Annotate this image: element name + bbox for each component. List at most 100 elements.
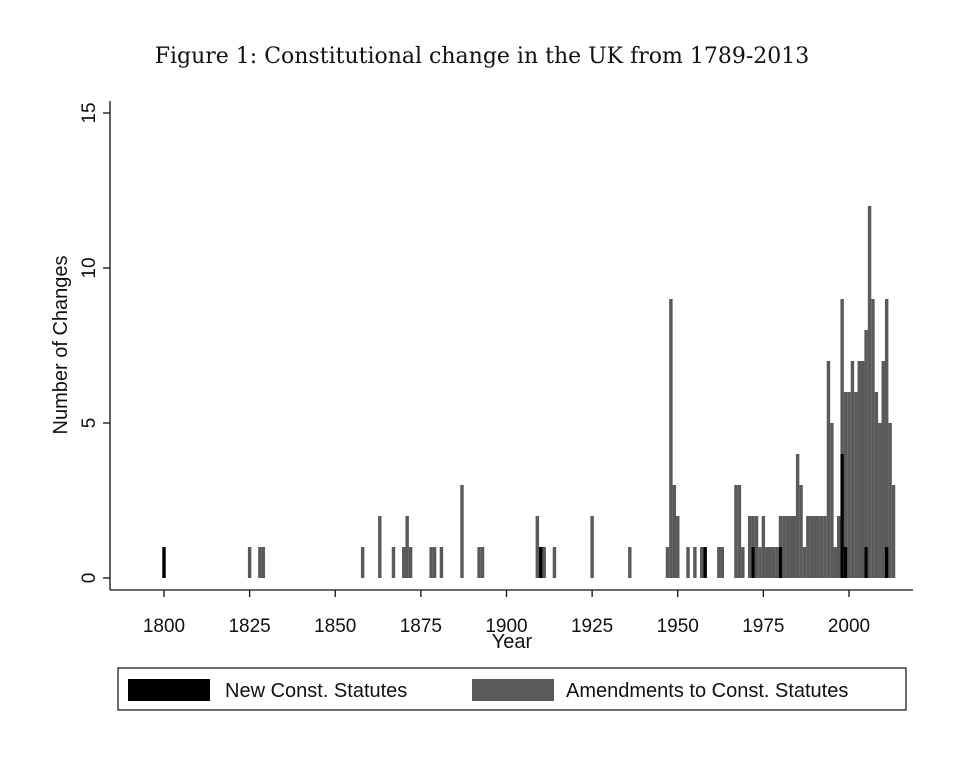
legend-label-new: New Const. Statutes [225,680,407,702]
bar-amendment-2013 [891,485,896,578]
bar-amendment-1963 [720,547,724,578]
bar-new-statute-1998 [840,454,844,578]
bar-amendment-2000 [847,392,851,578]
bar-new-statute-1980 [778,547,783,578]
legend-box [117,667,907,711]
bar-amendment-1980 [778,516,783,547]
bar-amendment-1914 [552,547,557,578]
y-tick-label-0: 0 [79,573,100,584]
bar-amendment-1953 [686,547,690,578]
bar-new-statute-1910 [539,547,543,578]
y-axis-title: Number of Changes [50,256,72,435]
legend-swatch-new [128,679,210,701]
bar-amendment-1872 [408,547,413,578]
bar-amendment-1989 [809,516,814,578]
bar-amendment-1871 [405,516,409,578]
bar-amendment-1986 [799,485,803,578]
bar-amendment-1829 [261,547,266,578]
bar-new-statute-1999 [843,547,848,578]
y-tick-label-15: 15 [79,102,100,123]
bar-amendment-1893 [480,547,485,578]
bar-amendment-1879 [432,547,437,578]
bar-amendment-1999 [843,392,848,547]
x-tick-label-1800: 1800 [143,616,185,637]
bar-amendment-2009 [878,423,882,578]
bar-amendment-1995 [830,423,834,578]
bar-amendment-1979 [775,547,779,578]
bar-amendment-1967 [734,485,738,578]
y-tick-label-5: 5 [79,418,100,429]
bar-amendment-1976 [765,547,769,578]
bar-amendment-1985 [795,454,800,578]
figure-title: Figure 1: Constitutional change in the U… [154,44,810,69]
bar-amendment-1973 [754,516,759,578]
bar-amendment-2001 [850,361,855,578]
x-tick-label-1950: 1950 [657,616,699,637]
bar-new-statute-1972 [751,547,755,578]
bar-amendment-1949 [672,485,677,578]
bar-amendment-1971 [747,516,752,578]
bar-amendment-1947 [665,547,670,578]
bar-amendment-1950 [676,516,680,578]
bar-amendment-1981 [782,516,786,578]
bar-amendment-2003 [857,361,861,578]
axes-layer: 0 5 10 15 1800 1825 1850 1875 1900 1925 1950 1975 20… [79,101,913,637]
bar-amendment-1858 [360,547,365,578]
bar-amendment-1911 [542,547,546,578]
legend: New Const. Statutes Amendments to Const.… [117,667,907,711]
bar-amendment-1991 [816,516,820,578]
bar-amendment-1996 [833,547,838,578]
bar-amendment-1990 [813,516,817,578]
bar-amendment-2011 [884,299,889,547]
bar-amendment-1982 [785,516,790,578]
x-tick-label-1825: 1825 [228,616,270,637]
bar-amendment-1957 [700,547,704,578]
y-tick-label-10: 10 [79,257,100,278]
bar-amendment-2008 [874,392,879,578]
bar-amendment-2002 [854,392,858,578]
bar-amendment-2004 [860,361,865,578]
bar-amendment-1936 [628,547,632,578]
bar-amendment-1983 [789,516,793,578]
bar-amendment-1828 [258,547,262,578]
x-axis-title: Year [492,631,533,653]
bar-amendment-1974 [758,547,762,578]
bar-amendment-1878 [429,547,433,578]
x-tick-label-1875: 1875 [400,616,442,637]
bar-amendment-1887 [460,485,464,578]
bar-amendment-1955 [693,547,697,578]
bar-amendment-1987 [802,547,807,578]
x-tick-label-1925: 1925 [571,616,613,637]
bars-layer [162,206,896,578]
bar-amendment-1968 [737,485,742,578]
x-tick-label-1850: 1850 [314,616,356,637]
bar-amendment-1962 [717,547,721,578]
bar-amendment-2012 [888,423,892,578]
bar-amendment-1881 [439,547,444,578]
bar-amendment-1992 [819,516,824,578]
x-tick-label-1975: 1975 [742,616,784,637]
bar-amendment-2007 [871,299,875,578]
bar-new-statute-2011 [884,547,889,578]
bar-amendment-1892 [477,547,481,578]
legend-swatch-amend [472,679,554,701]
bar-amendment-2005 [864,330,868,547]
bar-amendment-1870 [402,547,406,578]
bar-new-statute-1800 [162,547,166,578]
bar-amendment-1969 [741,547,745,578]
bar-amendment-1948 [669,299,673,578]
x-tick-label-2000: 2000 [828,616,870,637]
bar-new-statute-2005 [864,547,868,578]
bar-amendment-1975 [761,516,766,578]
bar-amendment-1972 [751,516,755,547]
bar-new-statute-1958 [703,547,707,578]
bar-amendment-1998 [840,299,844,454]
bar-amendment-1994 [826,361,831,578]
bar-amendment-1978 [771,547,776,578]
bar-amendment-1988 [806,516,810,578]
bar-amendment-1867 [391,547,396,578]
bar-amendment-1925 [590,516,594,578]
bar-amendment-1984 [792,516,796,578]
bar-amendment-1997 [837,516,841,578]
bar-amendment-1977 [768,547,772,578]
